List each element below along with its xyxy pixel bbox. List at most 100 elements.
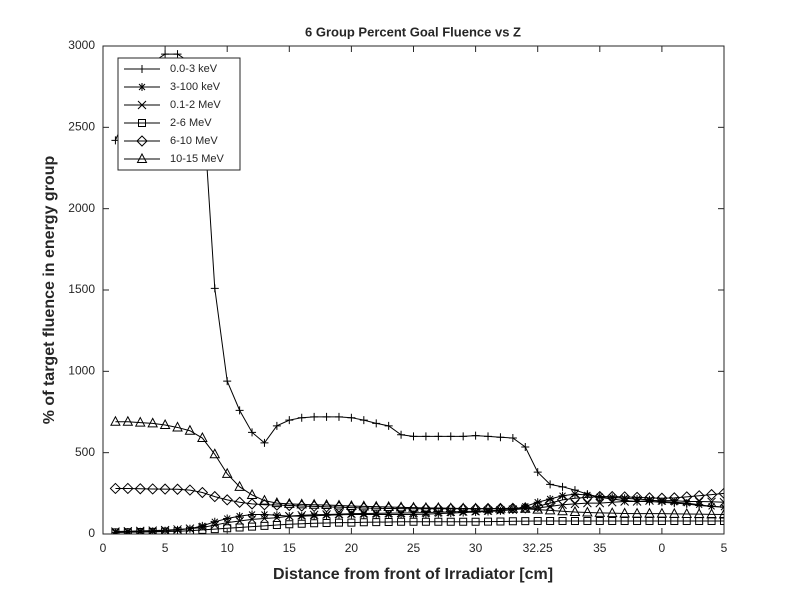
marker [519,502,531,513]
marker [681,507,693,518]
marker [558,516,567,525]
marker [123,528,132,534]
marker [235,512,244,521]
marker [134,483,146,495]
marker [644,507,655,518]
marker [310,412,319,421]
marker [469,503,482,515]
marker [271,497,283,508]
marker [471,517,480,526]
marker [146,483,159,495]
marker [148,527,157,534]
marker [645,495,654,504]
marker [657,497,666,506]
marker [359,518,368,527]
x-tick-label: 0 [659,541,666,555]
marker [707,497,716,507]
marker [210,525,219,534]
marker [570,516,579,525]
marker [718,487,724,500]
marker [519,502,531,514]
marker [408,501,419,512]
marker [705,488,718,501]
marker [258,499,271,511]
legend-label: 0.1-2 MeV [170,99,221,111]
marker [248,510,257,519]
marker [507,502,519,513]
marker [310,519,319,528]
marker [459,517,468,526]
marker [297,512,306,521]
marker [161,527,170,534]
marker [184,484,196,496]
marker [445,502,457,513]
legend-label: 0.0-3 keV [170,63,218,75]
marker [235,523,244,532]
marker [136,528,145,534]
x-tick-label: 25 [407,541,421,555]
marker [508,517,517,526]
marker [582,506,593,517]
marker [134,416,146,427]
marker [334,412,343,421]
marker [693,490,705,502]
marker [558,482,567,491]
marker [197,431,208,443]
x-tick-label: 32.25 [523,541,553,555]
y-tick-label: 2000 [68,201,95,215]
marker [606,507,618,518]
marker [457,503,469,515]
marker [109,482,122,495]
marker [122,482,134,495]
marker [322,511,331,520]
marker [284,511,294,521]
marker [372,419,381,428]
marker [718,508,724,519]
marker [668,507,680,518]
marker [198,521,207,530]
legend-label: 3-100 keV [170,81,221,93]
marker [594,506,606,517]
series-line [115,500,724,533]
marker [583,490,592,499]
marker [633,495,642,504]
marker [457,502,469,513]
marker [618,491,631,503]
marker [297,510,307,520]
marker [595,516,604,525]
marker [631,507,643,518]
marker [297,519,306,528]
marker [196,486,209,499]
marker [359,416,368,425]
marker [260,521,269,530]
marker [606,490,618,503]
marker [246,488,258,499]
marker [409,508,418,518]
marker [296,498,308,509]
marker [397,430,406,439]
marker [172,421,183,432]
marker [495,502,506,513]
marker [358,500,370,511]
marker [383,500,394,511]
marker [283,497,295,508]
legend-box [117,57,241,171]
marker [395,501,407,512]
marker [544,497,556,509]
marker [632,497,642,506]
x-tick-label: 5 [721,541,728,555]
marker [434,432,443,441]
x-tick-label: 20 [345,541,359,555]
legend-label: 6-10 MeV [170,135,218,147]
marker [397,510,406,519]
marker [110,415,121,426]
marker [260,438,269,447]
marker [583,516,592,525]
marker [558,491,567,500]
marker [210,284,219,293]
axes: 0 5 10 15 20 25 30 32.25 35 0 5 0 500 1000 1500 2000 250… [68,38,727,555]
x-tick-label: 30 [469,541,483,555]
legend-marker [136,135,148,147]
marker [693,508,705,519]
